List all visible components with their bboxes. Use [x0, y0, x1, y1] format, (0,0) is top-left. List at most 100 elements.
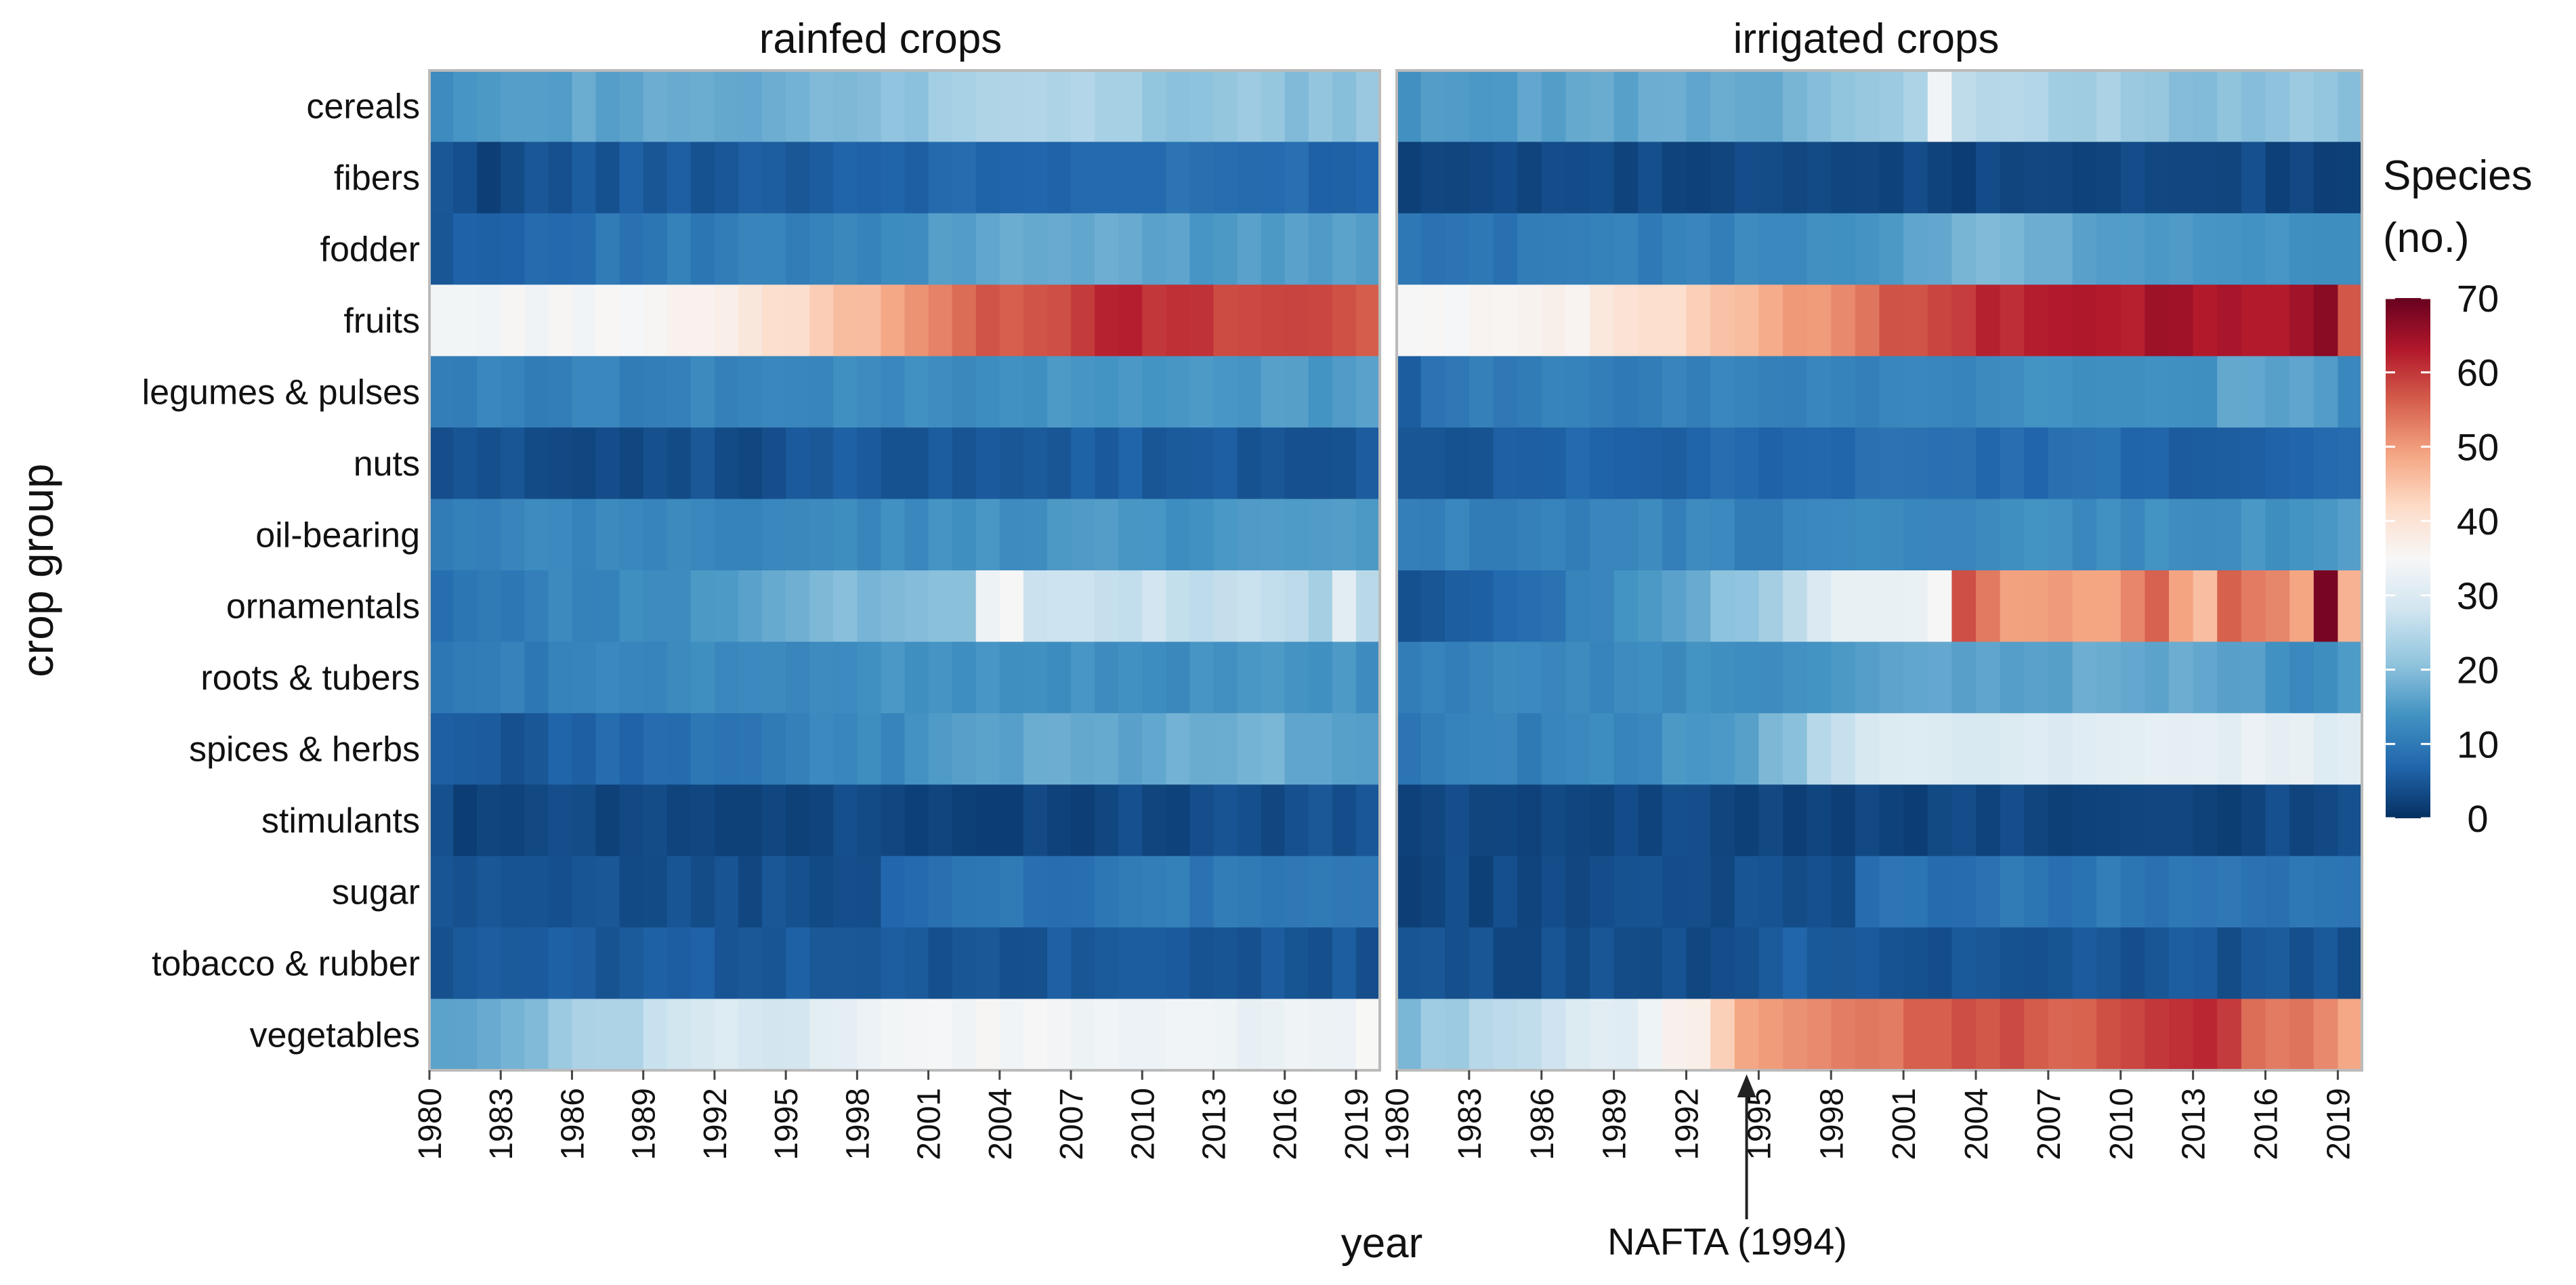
heatmap-cell	[690, 856, 715, 928]
y-category-label: ornamentals	[226, 587, 420, 627]
heatmap-cell	[1590, 784, 1615, 857]
y-category-label: legumes & pulses	[142, 373, 420, 412]
heatmap-cell	[572, 998, 597, 1071]
heatmap-cell	[667, 713, 692, 786]
heatmap-cell	[1734, 356, 1760, 428]
heatmap-cell	[2145, 356, 2170, 428]
heatmap-cell	[1686, 213, 1711, 286]
y-category-label: vegetables	[249, 1015, 420, 1055]
heatmap-cell	[2145, 499, 2170, 571]
heatmap-cell	[1710, 641, 1735, 714]
heatmap-cell	[690, 70, 715, 143]
heatmap-cell	[1976, 856, 2001, 928]
heatmap-cell	[2120, 427, 2146, 500]
heatmap-cell	[714, 356, 739, 428]
heatmap-cell	[1976, 70, 2001, 143]
heatmap-cell	[1420, 570, 1446, 643]
heatmap-cell	[1397, 356, 1422, 428]
heatmap-cell	[1213, 713, 1238, 786]
heatmap-cell	[1758, 213, 1783, 286]
heatmap-cell	[928, 856, 953, 928]
heatmap-cell	[548, 713, 573, 786]
heatmap-cell	[809, 213, 835, 286]
heatmap-cell	[2193, 641, 2218, 714]
heatmap-cell	[904, 570, 929, 643]
heatmap-cell	[1565, 713, 1590, 786]
heatmap-cell	[690, 784, 715, 857]
heatmap-cell	[2193, 70, 2218, 143]
heatmap-cell	[1095, 213, 1119, 286]
heatmap-cell	[2241, 285, 2266, 357]
heatmap-cell	[1903, 998, 1928, 1071]
heatmap-cell	[952, 641, 977, 714]
colorbar	[2386, 298, 2430, 818]
heatmap-cell	[1493, 427, 1518, 500]
heatmap-cell	[1565, 427, 1590, 500]
heatmap-cell	[762, 142, 786, 214]
heatmap-cell	[1710, 784, 1735, 857]
heatmap-cell	[904, 856, 929, 928]
heatmap-cell	[714, 784, 739, 857]
heatmap-cell	[1710, 570, 1735, 643]
heatmap-cell	[1807, 856, 1832, 928]
heatmap-cell	[975, 856, 1000, 928]
heatmap-cell	[1758, 499, 1783, 571]
heatmap-cell	[2024, 927, 2049, 1000]
heatmap-cell	[1638, 70, 1663, 143]
heatmap-cell	[595, 356, 620, 428]
y-category-label: oil-bearing	[255, 515, 420, 555]
heatmap-cell	[2265, 570, 2290, 643]
heatmap-cell	[1023, 784, 1048, 857]
heatmap-cell	[762, 285, 786, 357]
heatmap-cell	[1951, 784, 1977, 857]
heatmap-cell	[1807, 570, 1832, 643]
heatmap-cell	[1261, 285, 1286, 357]
heatmap-cell	[1879, 142, 1904, 214]
heatmap-cell	[904, 641, 929, 714]
heatmap-cell	[1261, 713, 1286, 786]
heatmap-cell	[1807, 427, 1832, 500]
heatmap-cell	[809, 356, 835, 428]
heatmap-cell	[1927, 784, 1953, 857]
heatmap-cell	[2072, 213, 2097, 286]
heatmap-cell	[1565, 927, 1590, 1000]
heatmap-cell	[1976, 285, 2001, 357]
heatmap-cell	[1332, 856, 1357, 928]
heatmap-cell	[501, 499, 526, 571]
heatmap-cell	[1758, 427, 1783, 500]
heatmap-cell	[2096, 713, 2121, 786]
heatmap-cell	[2289, 570, 2315, 643]
heatmap-cell	[1710, 927, 1735, 1000]
heatmap-cell	[1166, 856, 1191, 928]
heatmap-cell	[2289, 285, 2315, 357]
heatmap-cell	[738, 784, 763, 857]
heatmap-cell	[2289, 641, 2315, 714]
heatmap-cell	[1118, 427, 1143, 500]
heatmap-cell	[1237, 570, 1262, 643]
heatmap-cell	[1565, 570, 1590, 643]
heatmap-cell	[2338, 998, 2363, 1071]
heatmap-cell	[952, 499, 977, 571]
heatmap-cell	[2313, 998, 2339, 1071]
heatmap-cell	[643, 998, 668, 1071]
heatmap-cell	[1734, 499, 1760, 571]
heatmap-cell	[1166, 142, 1191, 214]
heatmap-cell	[1237, 998, 1262, 1071]
heatmap-cell	[2120, 499, 2146, 571]
heatmap-cell	[1662, 427, 1687, 500]
heatmap-cell	[1420, 927, 1446, 1000]
heatmap-cell	[2024, 784, 2049, 857]
heatmap-cell	[1023, 285, 1048, 357]
heatmap-cell	[2265, 641, 2290, 714]
heatmap-cell	[928, 641, 953, 714]
heatmap-cell	[1189, 713, 1215, 786]
heatmap-cell	[619, 142, 644, 214]
heatmap-cell	[667, 142, 692, 214]
heatmap-cell	[1734, 927, 1760, 1000]
x-tick-label: 2019	[2321, 1088, 2357, 1160]
heatmap-cell	[1855, 998, 1880, 1071]
heatmap-cell	[2265, 998, 2290, 1071]
heatmap-cell	[999, 641, 1024, 714]
heatmap-cell	[572, 713, 597, 786]
heatmap-cell	[1189, 570, 1215, 643]
